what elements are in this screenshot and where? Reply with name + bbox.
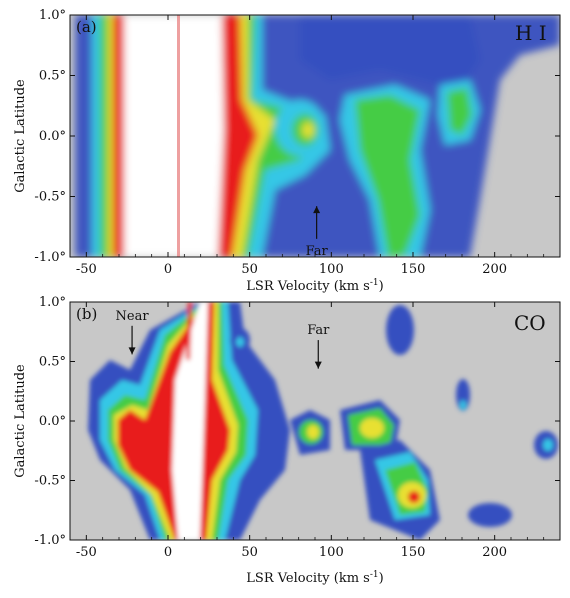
panel-b-y-axis-label: Galactic Latitude xyxy=(13,364,28,478)
y-tick-label: -0.5° xyxy=(34,474,66,489)
y-tick-label: 0.0° xyxy=(39,129,66,144)
annotation-label: Near xyxy=(116,309,150,324)
panel-b-x-ticks: -50 0 50 100 150 200 xyxy=(69,302,561,560)
annotation-label: Far xyxy=(307,323,330,338)
annotation-arrowhead xyxy=(128,347,136,355)
panel-b-annotations: Near Far xyxy=(116,309,330,369)
panel-a-emission xyxy=(75,15,560,257)
x-tick-label: 150 xyxy=(401,262,426,277)
y-tick-label: -1.0° xyxy=(34,533,66,548)
annotation-label: Far xyxy=(306,244,329,259)
annotation-arrowhead xyxy=(313,206,321,214)
x-tick-label: 100 xyxy=(319,262,344,277)
x-tick-label: 0 xyxy=(164,545,172,560)
y-tick-label: -1.0° xyxy=(34,250,66,265)
x-tick-label: -50 xyxy=(76,262,97,277)
panel-a-x-ticks: -50 0 50 100 150 200 xyxy=(69,15,561,277)
panel-a-annotations: Far xyxy=(306,206,329,259)
x-tick-label: 50 xyxy=(241,545,258,560)
panel-a-tag: (a) xyxy=(76,18,97,36)
y-tick-label: 0.0° xyxy=(39,414,66,429)
x-tick-label: -50 xyxy=(76,545,97,560)
panel-a-hi-map: -50 0 50 100 150 200 1.0° 0.5° 0.0° -0.5° -1.0° (… xyxy=(13,8,561,294)
y-tick-label: 1.0° xyxy=(39,295,66,310)
x-tick-label: 200 xyxy=(482,262,507,277)
panel-a-species-label: H I xyxy=(515,21,547,45)
panel-a-y-axis-label: Galactic Latitude xyxy=(13,79,28,193)
x-tick-label: 100 xyxy=(319,545,344,560)
y-tick-label: 1.0° xyxy=(39,8,66,23)
x-tick-label: 0 xyxy=(164,262,172,277)
y-tick-label: 0.5° xyxy=(39,69,66,84)
panel-b-emission xyxy=(88,302,558,540)
panel-b-y-ticks: 1.0° 0.5° 0.0° -0.5° -1.0° xyxy=(34,295,560,548)
x-tick-label: 200 xyxy=(482,545,507,560)
y-tick-label: 0.5° xyxy=(39,355,66,370)
panel-a-absorption-line xyxy=(177,15,180,257)
panel-b-tag: (b) xyxy=(76,305,97,323)
panel-a-x-axis-label: LSR Velocity (km s-1) xyxy=(246,278,383,294)
annotation-arrowhead xyxy=(314,361,322,369)
panel-b-co-map: -50 0 50 100 150 200 1.0° 0.5° 0.0° -0.5° -1.0° (… xyxy=(13,295,561,586)
x-tick-label: 50 xyxy=(241,262,258,277)
panel-b-species-label: CO xyxy=(514,311,546,335)
y-tick-label: -0.5° xyxy=(34,190,66,205)
panel-b-x-axis-label: LSR Velocity (km s-1) xyxy=(246,570,383,586)
panel-a-y-ticks: 1.0° 0.5° 0.0° -0.5° -1.0° xyxy=(34,8,560,265)
x-tick-label: 150 xyxy=(401,545,426,560)
